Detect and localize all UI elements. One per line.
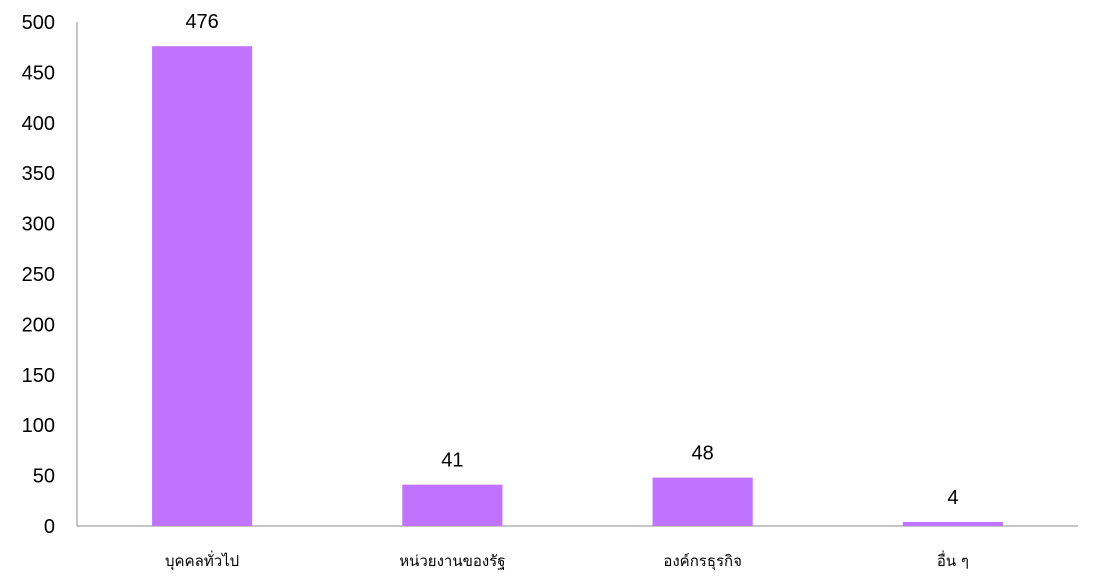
category-label-3: องค์กรธุรกิจ [663, 552, 742, 571]
data-labels: 476 41 48 4 [185, 11, 958, 509]
bar-series [152, 46, 1003, 526]
y-tick-label-100: 100 [22, 415, 55, 437]
bar-4 [902, 521, 1003, 526]
y-axis-ticks: 0 50 100 150 200 250 300 350 400 450 500 [22, 12, 55, 538]
y-tick-label-400: 400 [22, 113, 55, 135]
bar-3 [652, 477, 753, 526]
y-tick-label-0: 0 [44, 516, 55, 538]
y-tick-label-50: 50 [33, 466, 55, 488]
y-tick-label-200: 200 [22, 314, 55, 336]
y-tick-label-450: 450 [22, 62, 55, 84]
y-tick-label-250: 250 [22, 264, 55, 286]
data-label-4: 4 [947, 487, 958, 509]
y-tick-label-500: 500 [22, 12, 55, 34]
data-label-3: 48 [692, 443, 714, 465]
y-tick-label-300: 300 [22, 214, 55, 236]
data-label-1: 476 [185, 11, 218, 33]
category-label-4: อื่น ๆ [937, 550, 969, 570]
bar-2 [402, 484, 503, 526]
bar-1 [152, 46, 253, 526]
category-label-2: หน่วยงานของรัฐ [399, 552, 505, 570]
category-label-1: บุคคลทั่วไป [165, 550, 239, 571]
y-tick-label-150: 150 [22, 365, 55, 387]
y-tick-label-350: 350 [22, 163, 55, 185]
x-axis-category-labels: บุคคลทั่วไป หน่วยงานของรัฐ องค์กรธุรกิจ อื่… [165, 550, 969, 571]
data-label-2: 41 [441, 450, 463, 472]
